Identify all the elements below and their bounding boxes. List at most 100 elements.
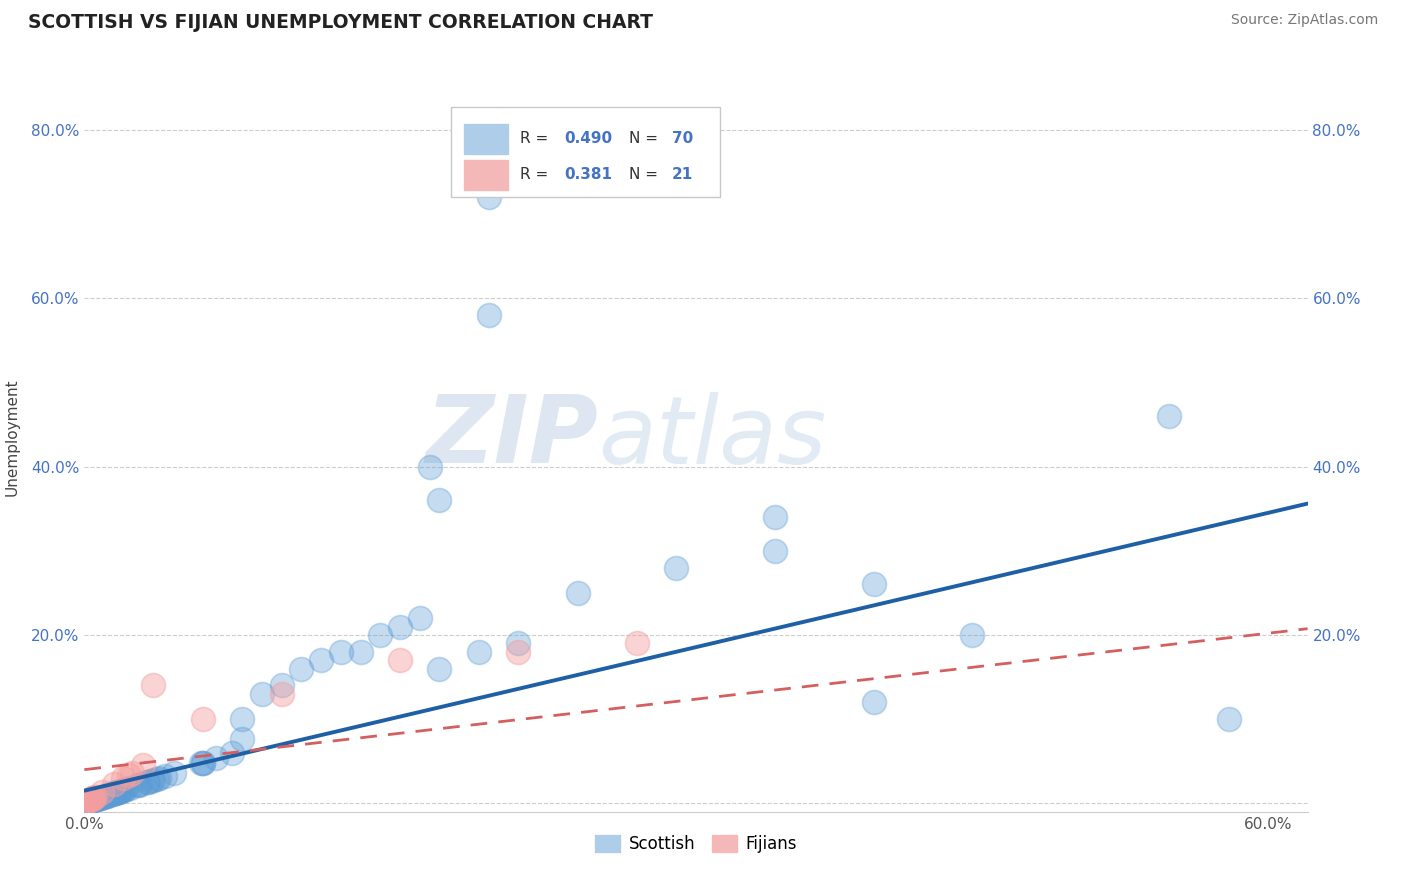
Point [86,792,108,806]
Point [191,756,214,770]
Point [94,789,117,803]
Point [145,772,167,786]
Point [763,510,786,524]
Point [231,712,253,726]
FancyBboxPatch shape [464,124,508,153]
Point [567,586,589,600]
Point [191,712,214,726]
Point [309,653,332,667]
Point [468,645,491,659]
Point [139,773,162,788]
Point [1218,712,1240,726]
Point [270,687,292,701]
Point [136,775,159,789]
Point [389,619,412,633]
Point [107,785,129,799]
Point [80,791,103,805]
Point [82,790,104,805]
Point [107,784,129,798]
Point [429,662,451,676]
Text: R =: R = [520,167,553,182]
Point [626,636,648,650]
Text: SCOTTISH VS FIJIAN UNEMPLOYMENT CORRELATION CHART: SCOTTISH VS FIJIAN UNEMPLOYMENT CORRELAT… [28,13,654,32]
Point [389,653,412,667]
Point [419,459,441,474]
Point [231,732,253,747]
Point [107,784,129,798]
Point [129,777,152,791]
Text: R =: R = [520,130,553,145]
Point [136,774,159,789]
Point [508,636,530,650]
Point [128,778,150,792]
Point [163,765,186,780]
Y-axis label: Unemployment: Unemployment [4,378,20,496]
Point [153,769,176,783]
Point [349,645,371,659]
Point [115,782,138,797]
Point [84,789,107,804]
Point [329,645,352,659]
Point [111,783,134,797]
Point [77,793,100,807]
Point [80,791,103,805]
Legend: Scottish, Fijians: Scottish, Fijians [589,828,803,860]
Text: Source: ZipAtlas.com: Source: ZipAtlas.com [1230,13,1378,28]
Point [118,767,141,781]
Point [80,792,103,806]
Point [96,789,118,803]
Point [763,543,786,558]
Point [101,787,124,801]
Point [96,789,118,803]
Point [103,786,125,800]
Point [110,784,132,798]
Point [75,796,97,810]
Point [142,772,165,787]
Point [75,796,97,810]
Point [112,772,135,786]
Point [1159,409,1181,423]
Point [89,790,111,805]
FancyBboxPatch shape [451,107,720,197]
Point [96,789,118,803]
Point [250,687,273,701]
Point [91,789,114,804]
Point [132,758,155,772]
Point [112,783,135,797]
Point [97,789,120,803]
Point [80,794,103,808]
Text: 21: 21 [672,167,693,182]
Point [84,792,107,806]
Point [90,790,112,805]
Point [478,308,501,322]
Text: N =: N = [628,130,662,145]
Text: 0.381: 0.381 [564,167,612,182]
Point [105,785,128,799]
Point [665,560,688,574]
Text: N =: N = [628,167,662,182]
Point [429,493,451,508]
Point [191,756,214,770]
FancyBboxPatch shape [464,160,508,190]
Point [190,756,212,771]
Point [118,780,141,795]
Point [409,611,432,625]
Point [77,795,100,809]
Point [205,751,228,765]
Point [121,765,143,780]
Point [862,577,884,591]
Point [960,628,983,642]
Point [368,628,391,642]
Point [76,795,98,809]
Point [76,795,98,809]
Point [142,678,165,692]
Point [103,777,125,791]
Text: ZIP: ZIP [425,391,598,483]
Text: 0.490: 0.490 [564,130,612,145]
Text: atlas: atlas [598,392,827,483]
Point [508,645,530,659]
Point [270,678,292,692]
Point [82,790,104,805]
Point [104,786,127,800]
Point [103,786,125,800]
